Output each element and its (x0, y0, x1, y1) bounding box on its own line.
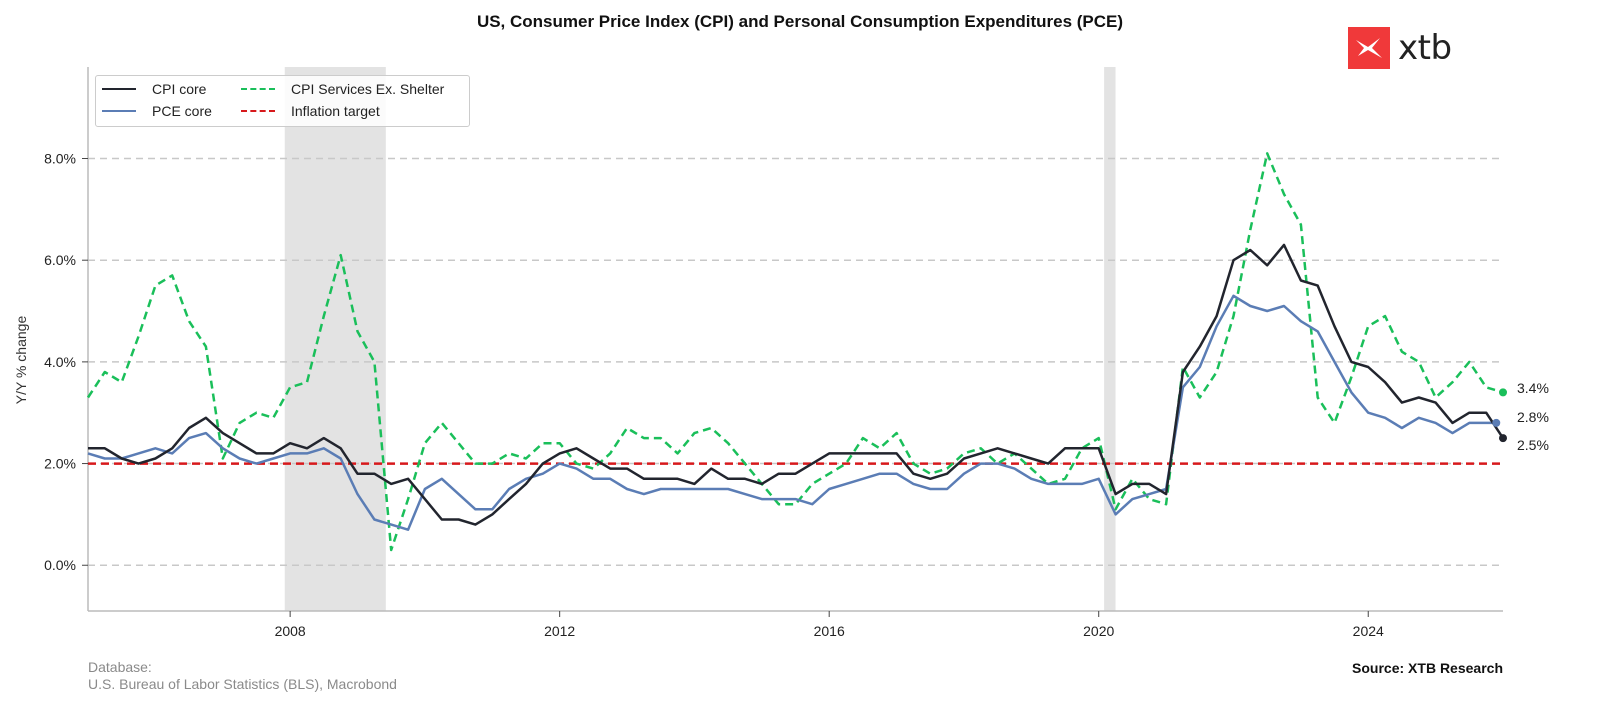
chart-title: US, Consumer Price Index (CPI) and Perso… (476, 12, 1124, 31)
database-value: U.S. Bureau of Labor Statistics (BLS), M… (88, 676, 397, 692)
y-tick-label: 2.0% (44, 456, 76, 472)
y-axis-label: Y/Y % change (13, 316, 29, 405)
y-tick-label: 4.0% (44, 354, 76, 370)
end-marker (1492, 418, 1501, 427)
legend-label: CPI core (152, 81, 207, 97)
recession-band (1104, 67, 1116, 611)
legend-swatch-cpi-core (102, 88, 136, 90)
y-tick-label: 8.0% (44, 151, 76, 167)
end-marker (1499, 388, 1507, 397)
database-label: Database: (88, 659, 152, 675)
series-line-cpi-services-ex-shelter (86, 152, 1504, 552)
series-line-cpi-core (88, 243, 1505, 526)
series-line-pce-core (87, 294, 1497, 531)
series-lines (86, 152, 1505, 552)
gridlines (88, 157, 1503, 566)
x-tick-label: 2016 (814, 623, 845, 639)
legend-swatch-cpi-services (241, 88, 275, 90)
footer-database: Database: U.S. Bureau of Labor Statistic… (88, 659, 397, 693)
legend-swatch-pce-core (102, 110, 136, 112)
legend-label: PCE core (152, 103, 212, 119)
x-tick-label: 2020 (1083, 623, 1114, 639)
x-tick-label: 2012 (544, 623, 575, 639)
y-tick-label: 0.0% (44, 557, 76, 573)
end-label: 2.8% (1517, 409, 1549, 425)
end-label: 2.5% (1517, 437, 1549, 453)
x-tick-label: 2008 (275, 623, 306, 639)
end-labels: 3.4% 2.8% 2.5% (1492, 380, 1549, 453)
legend-item-cpi-services: CPI Services Ex. Shelter (241, 81, 444, 97)
x-tick-label: 2024 (1353, 623, 1384, 639)
logo-text: xtb (1398, 28, 1452, 68)
end-marker (1499, 434, 1507, 443)
legend-label: CPI Services Ex. Shelter (291, 81, 445, 97)
xtb-logo: xtb (1348, 27, 1452, 69)
recession-band (284, 67, 386, 611)
xtb-x-logo-icon (1348, 27, 1390, 69)
recession-shading (284, 67, 1116, 611)
legend-item-cpi-core: CPI core (102, 81, 206, 97)
legend: CPI core PCE core CPI Services Ex. Shelt… (95, 75, 470, 127)
end-label: 3.4% (1517, 380, 1549, 396)
axes: 0.0% 2.0% 4.0% 6.0% 8.0% 2008 2012 2016 2020 2024 (44, 67, 1503, 639)
legend-item-pce-core: PCE core (102, 103, 212, 119)
legend-item-inflation-target: Inflation target (241, 103, 380, 119)
y-tick-label: 6.0% (44, 252, 76, 268)
legend-swatch-inflation-target (241, 110, 275, 112)
source-label: Source: XTB Research (1352, 660, 1503, 676)
legend-label: Inflation target (291, 103, 380, 119)
